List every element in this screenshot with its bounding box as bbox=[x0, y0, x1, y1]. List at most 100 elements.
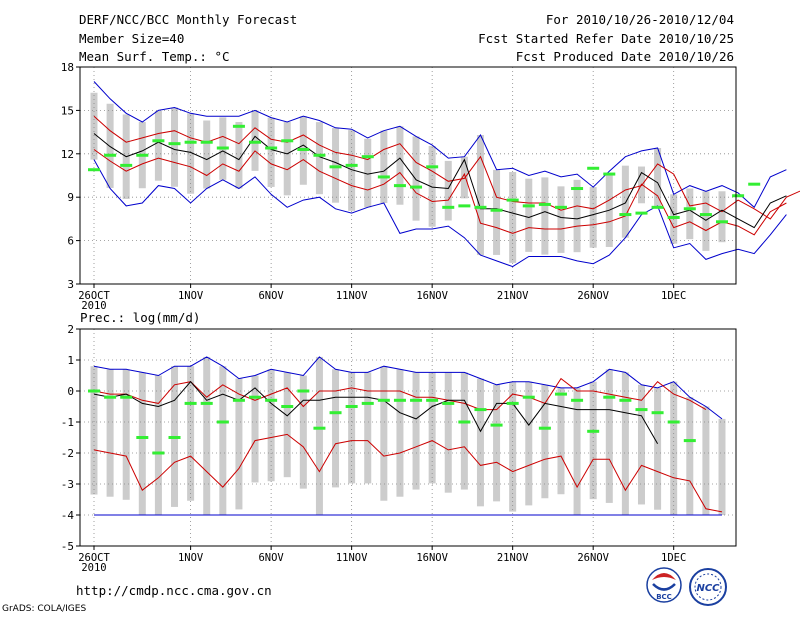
x-tick-label: 1DEC bbox=[661, 552, 686, 564]
spread-box bbox=[154, 375, 162, 515]
y-tick-label: 6 bbox=[67, 235, 74, 248]
y-tick-label: -3 bbox=[61, 478, 74, 491]
spread-box bbox=[493, 384, 501, 502]
spread-box bbox=[460, 372, 468, 490]
x-tick-label: 21NOV bbox=[497, 290, 529, 302]
observed-bar bbox=[699, 213, 712, 217]
observed-bar bbox=[281, 405, 294, 408]
observed-bar bbox=[603, 172, 616, 176]
observed-bar bbox=[329, 411, 342, 415]
observed-bar bbox=[410, 185, 423, 189]
spread-box bbox=[525, 178, 533, 252]
observed-bar bbox=[361, 401, 374, 405]
observed-bar bbox=[232, 124, 245, 128]
observed-bar bbox=[281, 139, 294, 143]
ncc-logo: NCC bbox=[689, 568, 727, 606]
observed-bar bbox=[329, 165, 342, 169]
observed-bar bbox=[651, 205, 664, 209]
plot-frame bbox=[79, 328, 737, 547]
observed-bar bbox=[168, 142, 181, 146]
spread-box bbox=[396, 369, 404, 497]
spread-box bbox=[476, 378, 484, 507]
observed-bar bbox=[603, 395, 616, 399]
spread-box bbox=[348, 130, 356, 211]
spread-box bbox=[654, 148, 662, 206]
spread-box bbox=[557, 387, 565, 495]
spread-box bbox=[235, 378, 243, 510]
spread-box bbox=[509, 172, 517, 263]
forecast-produced-label: Fcst Produced Date 2010/10/26 bbox=[515, 49, 734, 64]
chart-title: DERF/NCC/BCC Monthly Forecast bbox=[79, 12, 298, 27]
spread-box bbox=[251, 110, 259, 171]
observed-bar bbox=[716, 220, 728, 224]
spread-box bbox=[718, 191, 726, 243]
mean-line bbox=[93, 133, 787, 229]
observed-bar bbox=[104, 153, 117, 157]
spread-box bbox=[621, 165, 629, 238]
observed-bar bbox=[619, 398, 632, 402]
y-tick-label: -4 bbox=[61, 509, 75, 522]
spread-box bbox=[154, 110, 162, 181]
observed-bar bbox=[200, 140, 213, 144]
y-tick-label: 0 bbox=[67, 385, 74, 398]
spread-box bbox=[573, 179, 581, 253]
spread-box bbox=[219, 366, 227, 515]
temperature-panel: 3 6 9 12 15 18 26OCT 1NOV 6NOV 11NOV 16NOV 21NOV 26N… bbox=[61, 61, 800, 312]
observed-bar bbox=[184, 140, 197, 144]
source-url[interactable]: http://cmdp.ncc.cma.gov.cn bbox=[76, 583, 272, 598]
observed-bar bbox=[458, 420, 471, 424]
spread-box bbox=[637, 384, 645, 505]
observed-bar bbox=[136, 436, 149, 439]
observed-bar bbox=[522, 204, 535, 208]
spread-box bbox=[589, 187, 597, 248]
y-tick-label: -2 bbox=[61, 447, 74, 460]
spread-box bbox=[235, 121, 243, 189]
spread-box bbox=[283, 121, 291, 196]
observed-bar bbox=[635, 408, 648, 412]
observed-bar bbox=[667, 215, 680, 219]
spread-box bbox=[315, 356, 323, 515]
observed-bar bbox=[249, 395, 262, 399]
x-tick-label: 1DEC bbox=[661, 290, 686, 302]
x-tick-label: 16NOV bbox=[416, 552, 448, 564]
observed-bar bbox=[426, 398, 439, 402]
variable-label: Mean Surf. Temp.: °C bbox=[79, 49, 230, 64]
spread-box bbox=[122, 369, 130, 500]
observed-bar bbox=[361, 155, 374, 159]
x-tick-label: 26NOV bbox=[577, 552, 609, 564]
spread-box bbox=[412, 136, 420, 221]
spread-box bbox=[332, 369, 340, 488]
spread-box bbox=[428, 372, 436, 484]
observed-bar bbox=[152, 451, 165, 455]
observed-bar bbox=[88, 389, 100, 393]
spread-box bbox=[203, 120, 211, 189]
observed-bar bbox=[474, 408, 487, 412]
spread-box bbox=[364, 138, 372, 208]
max-line bbox=[93, 356, 723, 420]
observed-bar bbox=[297, 147, 310, 151]
spread-box bbox=[702, 406, 710, 515]
y-tick-label: -1 bbox=[61, 416, 74, 429]
observed-bar bbox=[393, 398, 406, 402]
observed-bar bbox=[345, 405, 358, 408]
spread-box bbox=[171, 107, 179, 187]
observed-bar bbox=[249, 140, 262, 144]
spread-box bbox=[493, 169, 501, 255]
mean-line bbox=[93, 380, 659, 444]
observed-bar bbox=[216, 146, 229, 150]
y-tick-label: -5 bbox=[61, 540, 74, 553]
y-tick-label: 3 bbox=[67, 278, 74, 291]
spread-box bbox=[187, 113, 195, 194]
spread-box bbox=[476, 134, 484, 256]
observed-bar bbox=[619, 213, 632, 217]
observed-bar bbox=[184, 401, 197, 405]
spread-box bbox=[605, 369, 613, 503]
spread-box bbox=[380, 130, 388, 203]
observed-bar bbox=[136, 153, 149, 157]
observed-bar bbox=[200, 401, 213, 405]
spread-box bbox=[106, 103, 114, 188]
x-tick-label: 26OCT bbox=[78, 290, 110, 302]
observed-bar bbox=[313, 153, 326, 157]
observed-bar bbox=[490, 423, 503, 427]
